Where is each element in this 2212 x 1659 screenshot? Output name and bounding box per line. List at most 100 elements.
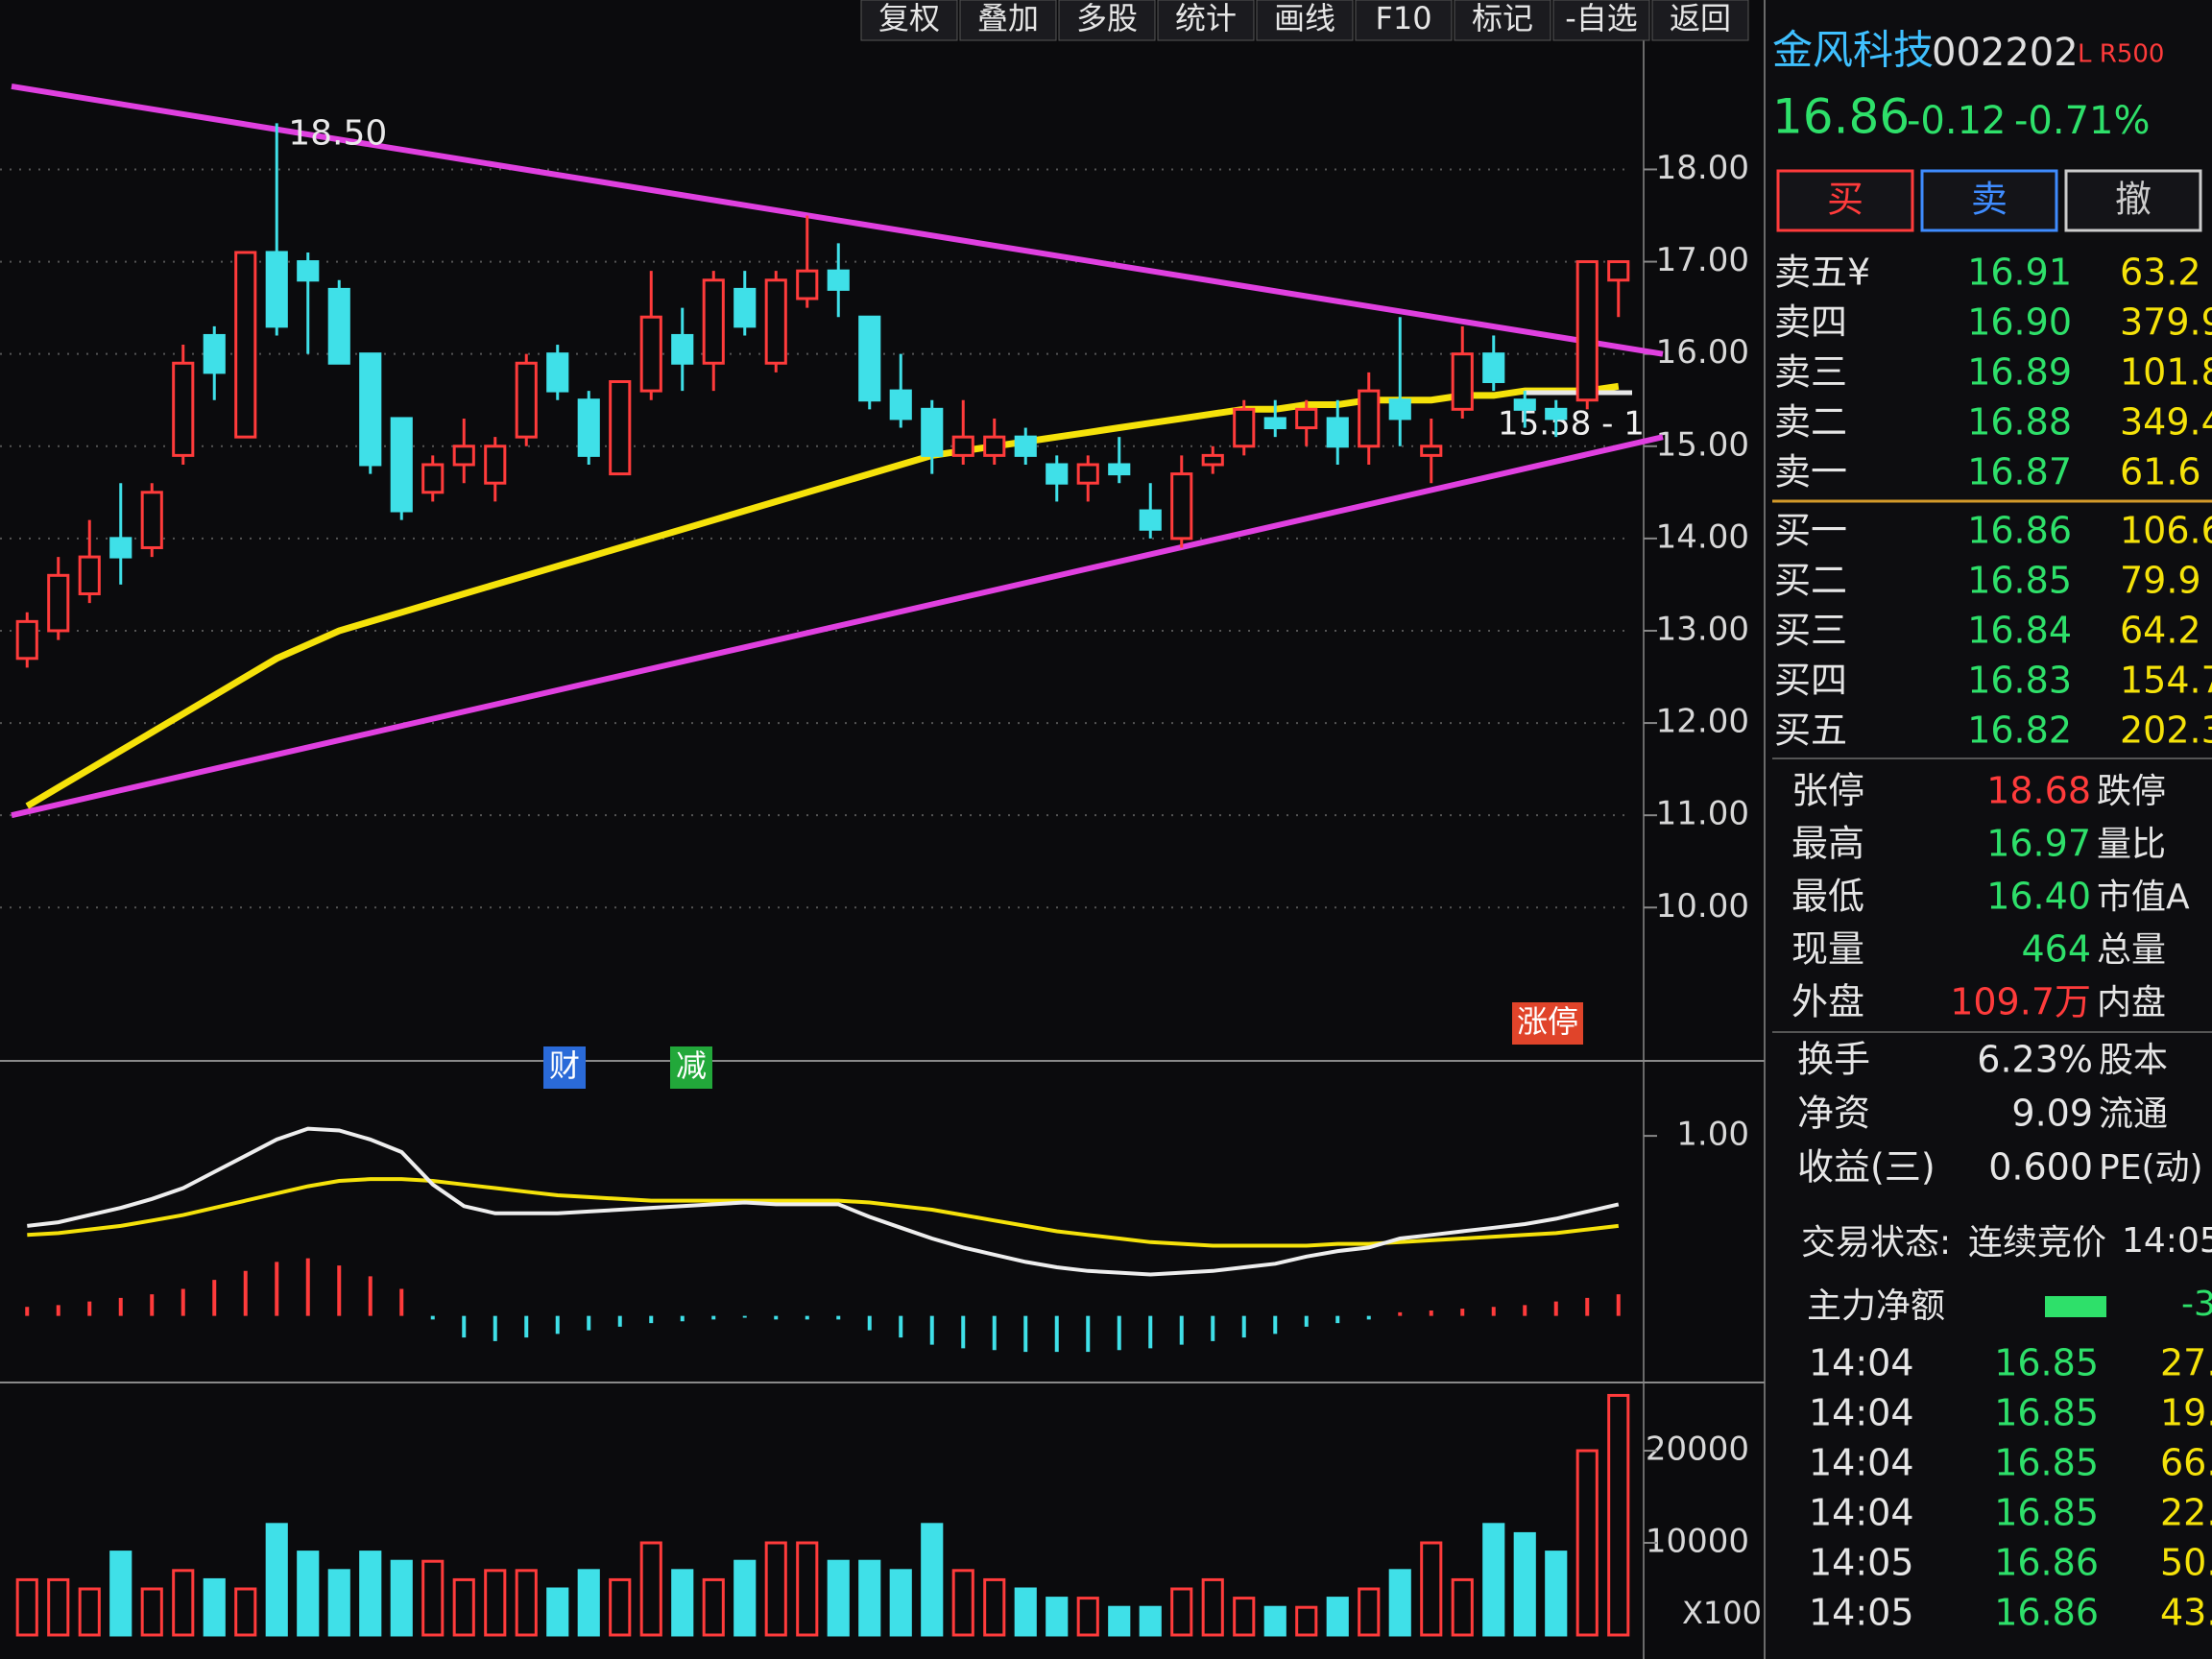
toolbar-button[interactable] <box>1256 0 1354 41</box>
y-tick-label: 17.00 <box>1656 241 1749 279</box>
candle-body <box>1295 407 1318 430</box>
toolbar-button[interactable] <box>1355 0 1453 41</box>
volume-bar <box>359 1551 382 1637</box>
trade-volume: 27.0 <box>2160 1342 2212 1384</box>
trade-time: 14:04 <box>1809 1392 1914 1434</box>
candle-body <box>1575 260 1599 402</box>
candle-body <box>1170 472 1193 541</box>
volume-bar <box>1482 1523 1505 1637</box>
y-tick-label: 1.00 <box>1676 1116 1749 1154</box>
candle-body <box>1513 398 1536 411</box>
toolbar-label: 多股 <box>1076 0 1138 36</box>
status-label: 交易状态: <box>1801 1223 1951 1262</box>
status-time: 14:05 <box>2122 1221 2212 1261</box>
event-badge[interactable] <box>543 1046 586 1089</box>
trade-price: 16.86 <box>1994 1592 2099 1634</box>
moving-average <box>25 382 1620 809</box>
candle-body <box>951 435 974 457</box>
candle-body <box>983 435 1006 457</box>
trade-button[interactable] <box>2064 169 2202 232</box>
high-label: 18.50 <box>288 113 387 153</box>
status-value: 连续竞价 <box>1968 1223 2106 1262</box>
trade-price: 16.85 <box>1994 1492 2099 1534</box>
trade-button-label: 撤 <box>2115 179 2152 221</box>
trade-volume: 22. <box>2160 1492 2212 1534</box>
book-label: 卖三 <box>1774 351 1847 394</box>
event-badge[interactable] <box>670 1046 712 1089</box>
candle-body <box>1076 463 1099 485</box>
volume-bar <box>1295 1605 1318 1637</box>
volume-bar <box>1575 1449 1599 1637</box>
candle-body <box>421 463 445 494</box>
candle-body <box>172 361 195 457</box>
toolbar-button[interactable] <box>959 0 1057 41</box>
stat-label: 量比 <box>2097 825 2166 864</box>
candle-body <box>1263 417 1286 430</box>
toolbar-button[interactable] <box>1651 0 1749 41</box>
price-change: -0.12 <box>1907 99 2007 143</box>
book-volume: 106.6 <box>2120 510 2212 552</box>
stock-tag: L R500 <box>2078 40 2164 69</box>
volume-bar <box>47 1577 70 1637</box>
volume-bar <box>515 1569 538 1637</box>
candle-body <box>858 315 881 402</box>
candle-body <box>1607 260 1630 282</box>
y-tick-label: 18.00 <box>1656 149 1749 187</box>
toolbar-button[interactable] <box>1454 0 1551 41</box>
y-tick-label: 10.00 <box>1656 887 1749 926</box>
fundamental-label: 净资 <box>1797 1093 1870 1135</box>
fundamental-label: 换手 <box>1797 1039 1870 1081</box>
candle-body <box>390 417 413 513</box>
fundamental-value: 9.09 <box>2011 1093 2093 1135</box>
fundamental-label: PE(动) <box>2099 1148 2203 1188</box>
toolbar-button[interactable] <box>860 0 958 41</box>
toolbar-label: 叠加 <box>977 0 1039 36</box>
stat-value: 18.68 <box>1986 770 2091 812</box>
candle-body <box>265 251 288 328</box>
candle-body <box>796 269 819 301</box>
toolbar-button[interactable] <box>1552 0 1650 41</box>
quote-panel <box>1765 0 2212 1659</box>
fundamental-label: 股本 <box>2099 1041 2168 1080</box>
candle-body <box>764 278 787 365</box>
candle-body <box>359 352 382 467</box>
candle-body <box>484 445 507 485</box>
trade-price: 16.85 <box>1994 1442 2099 1484</box>
trade-button[interactable] <box>1776 169 1914 232</box>
volume-bar <box>733 1559 757 1637</box>
y-tick-label: 12.00 <box>1656 703 1749 741</box>
candle-body <box>733 287 757 328</box>
stat-label: 总量 <box>2097 930 2166 970</box>
last-price: 16.86 <box>1772 89 1910 145</box>
volume-bar <box>78 1587 101 1637</box>
toolbar-button[interactable] <box>1157 0 1255 41</box>
trade-button[interactable] <box>1920 169 2058 232</box>
y-tick-label: 10000 <box>1646 1523 1749 1561</box>
toolbar-label: 标记 <box>1472 0 1533 36</box>
volume-bar <box>702 1577 725 1637</box>
volume-pane: 10000 20000 X100 <box>15 1393 1762 1637</box>
book-volume: 79.9 <box>2120 560 2201 602</box>
book-label: 卖五¥ <box>1774 252 1870 294</box>
toolbar-button[interactable] <box>1058 0 1156 41</box>
volume-bar <box>1014 1587 1037 1637</box>
volume-bar <box>265 1523 288 1637</box>
trade-time: 14:04 <box>1809 1442 1914 1484</box>
macd-pane: 1.00 <box>25 1116 1749 1353</box>
volume-bar <box>1326 1597 1349 1637</box>
book-label: 卖二 <box>1774 401 1847 444</box>
stat-value: 16.97 <box>1986 823 2091 865</box>
event-badge[interactable] <box>1512 1002 1583 1045</box>
book-volume: 154.7 <box>2120 660 2212 702</box>
candle-body <box>1388 398 1411 421</box>
candle-body <box>1451 352 1474 411</box>
y-tick-label: 14.00 <box>1656 517 1749 556</box>
candle-body <box>1108 463 1131 476</box>
candle-body <box>1046 463 1069 485</box>
toolbar-label: 统计 <box>1175 0 1237 36</box>
stat-label: 最高 <box>1791 823 1864 865</box>
volume-bar <box>1388 1569 1411 1637</box>
fundamental-label: 流通 <box>2099 1094 2168 1134</box>
volume-bar <box>421 1559 445 1637</box>
trade-button-label: 卖 <box>1971 179 2008 221</box>
